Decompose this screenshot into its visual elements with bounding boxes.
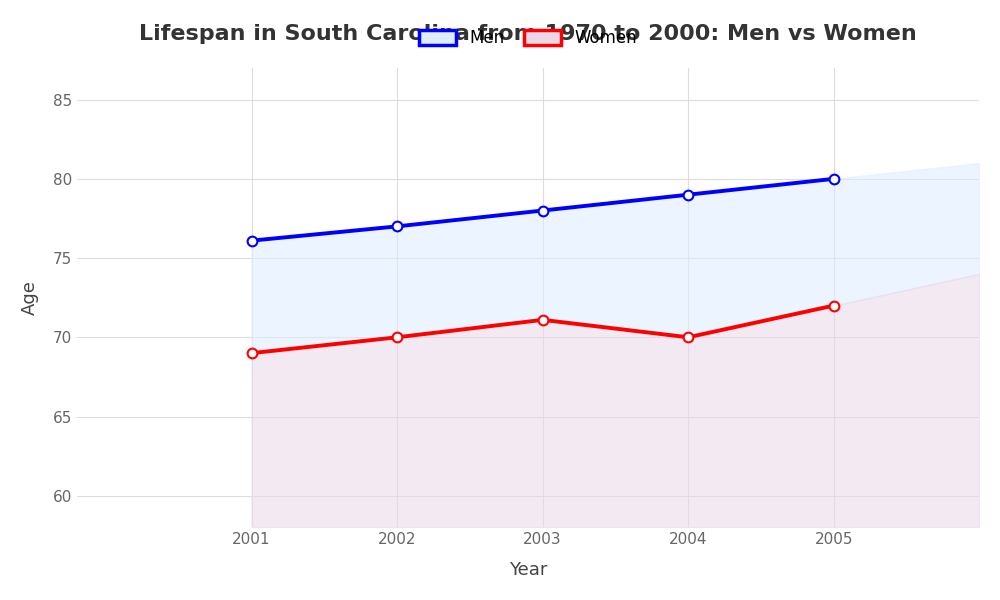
X-axis label: Year: Year (509, 561, 547, 579)
Y-axis label: Age: Age (21, 280, 39, 315)
Title: Lifespan in South Carolina from 1970 to 2000: Men vs Women: Lifespan in South Carolina from 1970 to … (139, 24, 917, 44)
Legend: Men, Women: Men, Women (411, 21, 645, 56)
